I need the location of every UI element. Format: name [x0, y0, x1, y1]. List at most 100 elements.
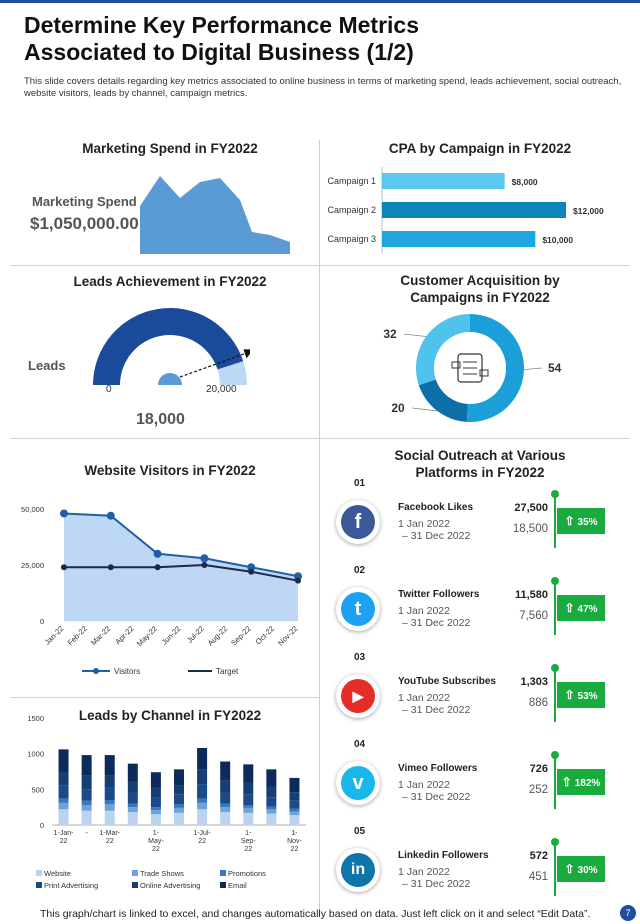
visitors-xtick: Apr-22 [113, 624, 135, 646]
channel-bar-segment [197, 809, 208, 825]
growth-flag: ⇧ 35% [557, 508, 605, 534]
channel-legend-label: Trade Shows [140, 869, 184, 878]
channel-ytick: 1000 [27, 750, 44, 759]
channel-bar-segment [197, 802, 208, 810]
channel-bar-segment [81, 789, 92, 801]
cpa-bar [382, 173, 505, 189]
visitors-xtick: Jan-22 [43, 624, 66, 647]
social-date-start: 1 Jan 2022 [398, 692, 450, 704]
channel-xtick: 1-Jan- [54, 830, 75, 837]
social-value: 11,580 [514, 589, 548, 601]
channel-ytick: 500 [31, 785, 44, 794]
channel-bar-segment [104, 800, 115, 805]
social-outreach-title: Social Outreach at Various Platforms in … [394, 448, 566, 480]
target-point [201, 562, 208, 568]
visitors-xtick: May-22 [135, 624, 159, 648]
channel-bar-segment [104, 804, 115, 811]
social-previous-value: 886 [528, 697, 548, 709]
channel-xtick: 22 [244, 846, 252, 853]
visitors-xtick: Feb-22 [66, 624, 89, 647]
flag-pole [554, 757, 556, 809]
flag-pole [554, 844, 556, 896]
social-icon-badge: ▶ [336, 674, 380, 718]
social-name: Facebook Likes [398, 502, 474, 513]
channel-bar-segment [104, 775, 115, 788]
cpa-value-label: $8,000 [512, 177, 538, 187]
flag-knob [551, 751, 559, 759]
channel-legend-swatch [36, 870, 42, 876]
visitors-ytick: 25,000 [21, 561, 44, 570]
flag-pole [554, 583, 556, 635]
channel-xtick: 22 [198, 838, 206, 845]
marketing-spend-sparkline [140, 176, 290, 254]
growth-flag: ⇧ 30% [557, 856, 605, 882]
donut-leader [403, 333, 427, 337]
visitors-xtick: Mar-22 [89, 624, 112, 647]
website-visitors-title: Website Visitors in FY2022 [84, 463, 256, 478]
social-date-start: 1 Jan 2022 [398, 866, 450, 878]
gauge-hub [158, 373, 182, 385]
twitter-icon: t [341, 592, 375, 626]
channel-bar-segment [289, 792, 300, 801]
social-date-start: 1 Jan 2022 [398, 605, 450, 617]
marketing-spend-value: $1,050,000.00 [30, 214, 139, 233]
gauge-remaining-arc [217, 361, 247, 385]
channel-ytick: 0 [40, 821, 44, 830]
channel-legend-swatch [36, 882, 42, 888]
channel-xtick: 22 [152, 846, 160, 853]
visitors-line [63, 512, 299, 578]
gauge-max-label: 20,000 [206, 384, 237, 395]
channel-legend-label: Website [44, 869, 71, 878]
leads-gauge [93, 308, 250, 385]
visitors-point [247, 563, 256, 572]
channel-legend-swatch [132, 870, 138, 876]
channel-bar-segment [150, 814, 161, 825]
channel-bar-segment [243, 805, 254, 808]
divider [319, 140, 320, 910]
social-value: 572 [529, 850, 548, 862]
social-number: 05 [354, 826, 366, 837]
donut-slice [466, 314, 524, 422]
channel-xtick: Nov- [287, 838, 302, 845]
channel-bar-segment [220, 807, 231, 813]
flag-pole [554, 496, 556, 548]
channel-bar-segment [58, 798, 69, 803]
channel-bar-segment [197, 747, 208, 770]
visitors-xtick: Aug-22 [206, 624, 229, 647]
target-point [295, 577, 301, 584]
channel-bar-segment [220, 792, 231, 804]
vimeo-icon: v [341, 766, 375, 800]
channel-bar-segment [289, 811, 300, 816]
divider [10, 265, 630, 266]
channel-bar-segment [150, 797, 161, 808]
channel-bar-segment [127, 812, 138, 825]
cpa-category-label: Campaign 3 [327, 234, 376, 244]
channel-bar-segment [243, 764, 254, 783]
social-icon-badge: v [336, 761, 380, 805]
target-point [61, 564, 67, 571]
divider [10, 438, 630, 439]
social-number: 03 [354, 652, 366, 663]
youtube-icon: ▶ [341, 679, 375, 713]
social-name: Twitter Followers [398, 589, 480, 600]
visitors-point [153, 549, 162, 558]
channel-bar-segment [127, 781, 138, 793]
social-icon-badge: t [336, 587, 380, 631]
flag-pole [554, 670, 556, 722]
website-visitors-chart: 0 25,000 50,000 Jan-22 Feb-22 Mar-22 Apr-22 May… [21, 505, 302, 676]
channel-bar-segment [150, 772, 161, 788]
target-point [107, 564, 114, 571]
cpa-value-label: $12,000 [573, 206, 604, 216]
social-previous-value: 451 [528, 871, 548, 883]
channel-xtick: 22 [291, 846, 299, 853]
channel-xtick: 1-Mar- [99, 830, 120, 837]
social-value: 1,303 [520, 676, 548, 688]
customer-acquisition-title: Customer Acquisition by Campaigns in FY2… [400, 273, 560, 305]
channel-bar-segment [81, 800, 92, 806]
page-subtitle: This slide covers details regarding key … [24, 76, 622, 99]
gauge-min-label: 0 [106, 384, 112, 395]
channel-bar-segment [150, 807, 161, 811]
marketing-spend-area [140, 176, 290, 254]
channel-bar-segment [127, 763, 138, 782]
